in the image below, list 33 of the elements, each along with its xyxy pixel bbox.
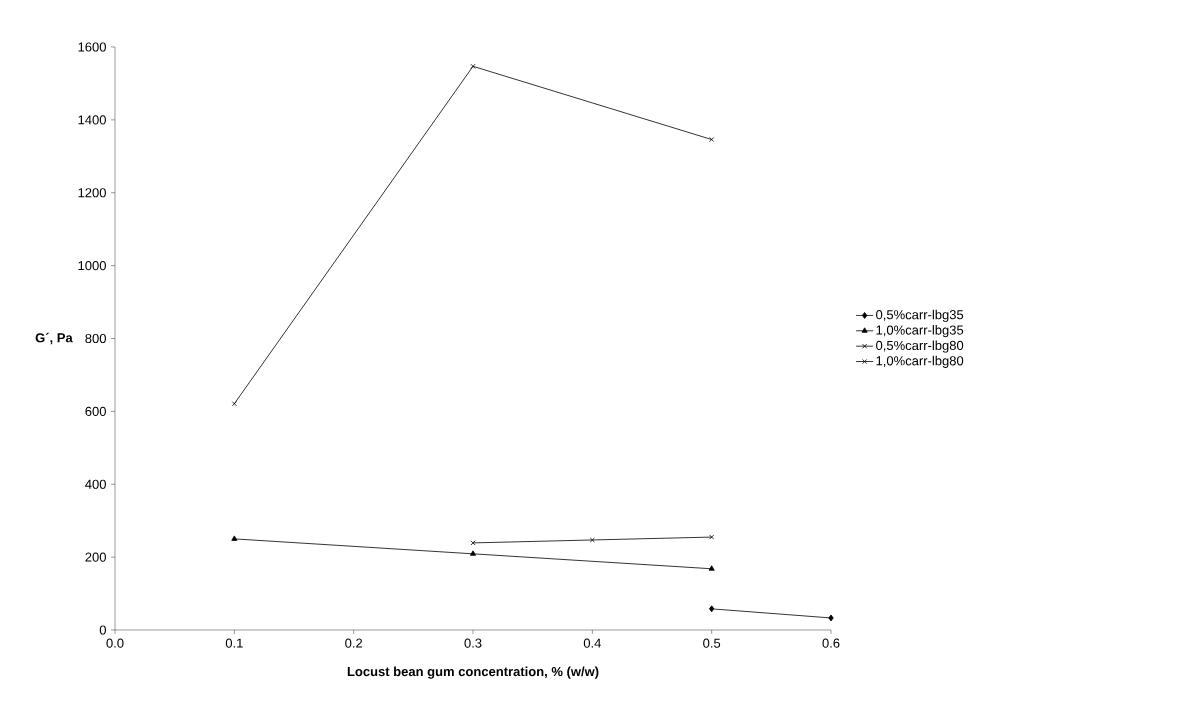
point [708,565,715,571]
point [828,614,834,622]
point [470,550,476,556]
point [231,535,238,541]
y-axis-title: G´, Pa [35,332,73,345]
x-tick-label: 0.2 [345,638,363,648]
y-tick-label: 800 [85,333,106,344]
y-tick-label: 400 [85,479,106,489]
y-tick-label: 0 [99,625,106,635]
y-tick-label: 600 [85,406,106,416]
x-tick-label: 0.3 [464,638,482,648]
x-tick-label: 0.0 [106,638,124,648]
y-tick-label: 200 [85,552,106,562]
x-tick-label: 0.4 [583,638,601,648]
x-tick-label: 0.5 [703,638,721,648]
x-tick-label: 0.1 [225,638,243,648]
point [470,540,476,546]
y-tick-label: 1200 [78,188,106,198]
y-tick-label: 1400 [78,115,106,125]
x-axis-title: Locust bean gum concentration, % (w/w) [347,666,599,679]
point [231,401,237,407]
point [470,63,476,69]
x-tick-label: 0.6 [822,638,840,648]
point [709,605,715,613]
legend-label: 0,5%carr-lbg35 [876,309,964,322]
point [589,537,595,543]
point [709,137,715,143]
legend-label: 0,5%carr-lbg80 [876,340,964,353]
legend-label: 1,0%carr-lbg80 [876,355,964,368]
legend-label: 1,0%carr-lbg35 [876,325,964,338]
y-tick-label: 1600 [78,42,106,52]
y-tick-label: 1000 [78,261,106,271]
point [709,534,715,540]
